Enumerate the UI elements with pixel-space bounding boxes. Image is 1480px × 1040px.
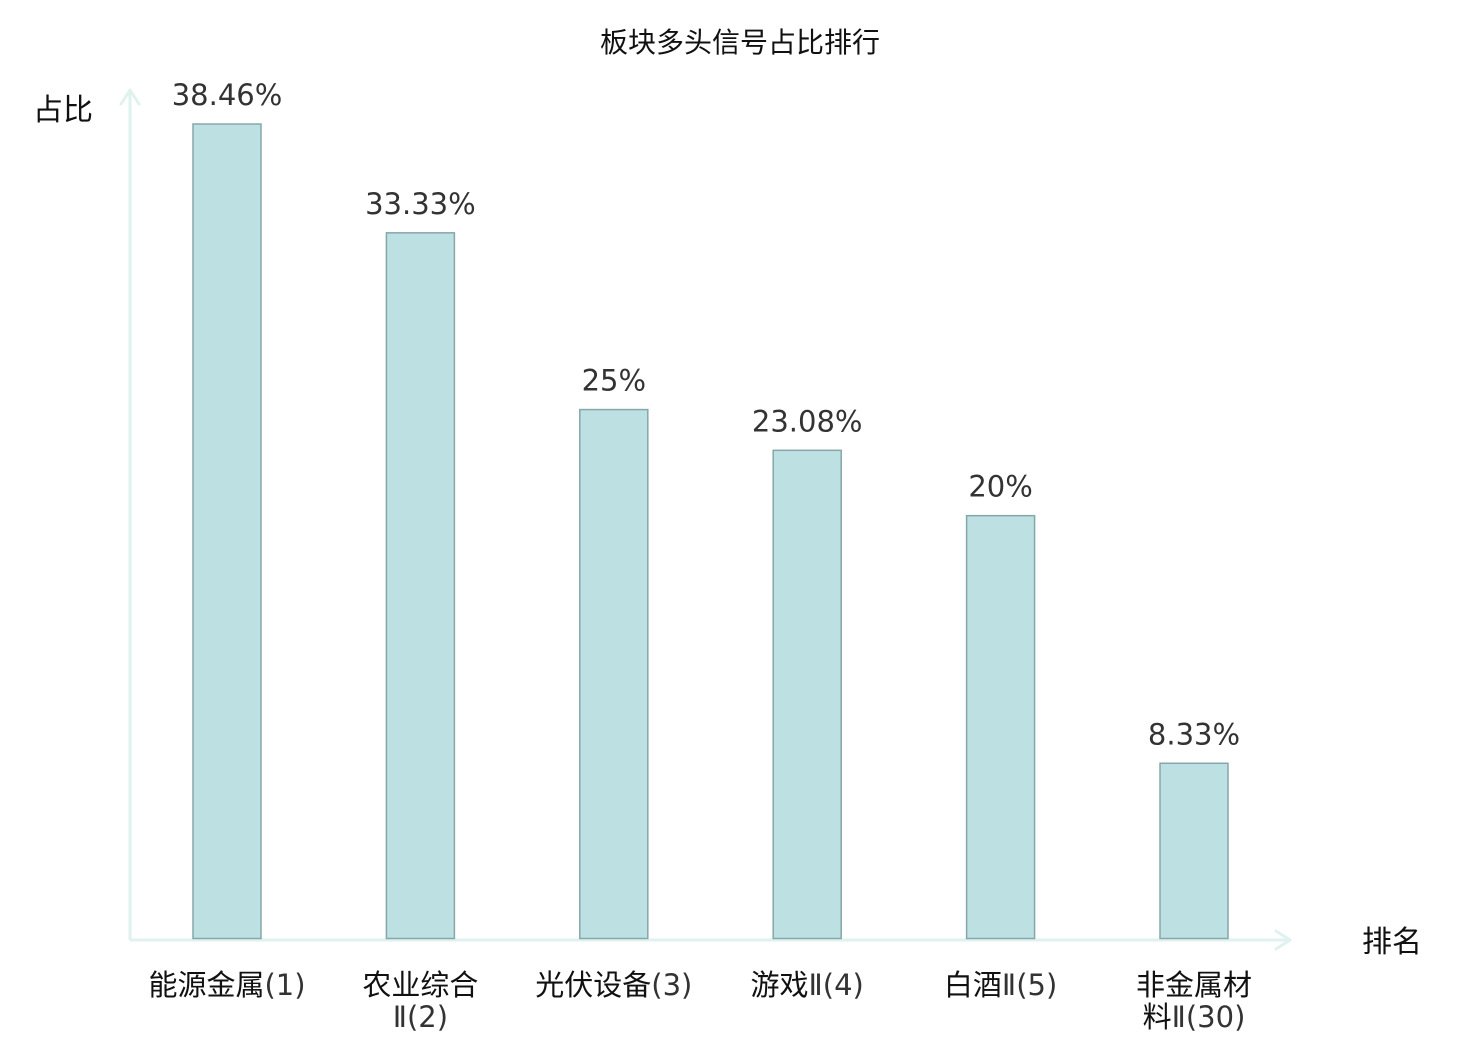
category-name: 光伏设备 — [535, 968, 651, 1002]
value-labels-group: 38.46% 33.33% 25% 23.08% 20% 8.33% — [172, 78, 1240, 751]
category-rank: Ⅱ(4) — [809, 968, 864, 1002]
bar — [385, 232, 456, 940]
bar — [579, 408, 649, 940]
category-label: 非金属材 — [1136, 968, 1252, 1002]
x-axis-arrow — [1274, 929, 1292, 951]
category-rank: Ⅱ(2) — [393, 1000, 448, 1034]
bar — [965, 514, 1036, 940]
category-name: 农业综合 — [362, 968, 478, 1002]
category-rank: (3) — [651, 968, 692, 1002]
x-axis-label: 排名 — [1362, 925, 1422, 960]
category-name: 料 — [1143, 1000, 1172, 1034]
category-label: 能源金属(1) — [148, 968, 305, 1002]
bar — [772, 449, 842, 940]
value-label: 25% — [582, 364, 646, 398]
bar — [192, 123, 262, 940]
category-name: 游戏 — [751, 968, 809, 1002]
category-label: 农业综合 — [362, 968, 478, 1002]
value-label: 20% — [968, 470, 1032, 504]
value-label: 23.08% — [752, 404, 863, 438]
category-rank: Ⅱ(5) — [1002, 968, 1057, 1002]
category-name: 非金属材 — [1136, 968, 1252, 1002]
category-name: 能源金属 — [148, 968, 264, 1002]
category-label: 料Ⅱ(30) — [1143, 1000, 1246, 1034]
bars-group — [192, 123, 1229, 940]
bar — [1159, 762, 1229, 940]
y-axis-arrow — [119, 88, 141, 106]
category-label: 白酒Ⅱ(5) — [944, 968, 1057, 1002]
category-label: Ⅱ(2) — [393, 1000, 448, 1034]
category-rank: Ⅱ(30) — [1172, 1000, 1246, 1034]
value-label: 8.33% — [1148, 717, 1240, 751]
chart-title: 板块多头信号占比排行 — [600, 26, 880, 59]
value-label: 38.46% — [172, 78, 283, 112]
category-rank: (1) — [264, 968, 305, 1002]
axes — [119, 88, 1292, 951]
category-label: 光伏设备(3) — [535, 968, 692, 1002]
value-label: 33.33% — [365, 187, 476, 221]
category-name: 白酒 — [944, 968, 1002, 1002]
y-axis-label: 占比 — [33, 93, 93, 128]
category-label: 游戏Ⅱ(4) — [751, 968, 864, 1002]
